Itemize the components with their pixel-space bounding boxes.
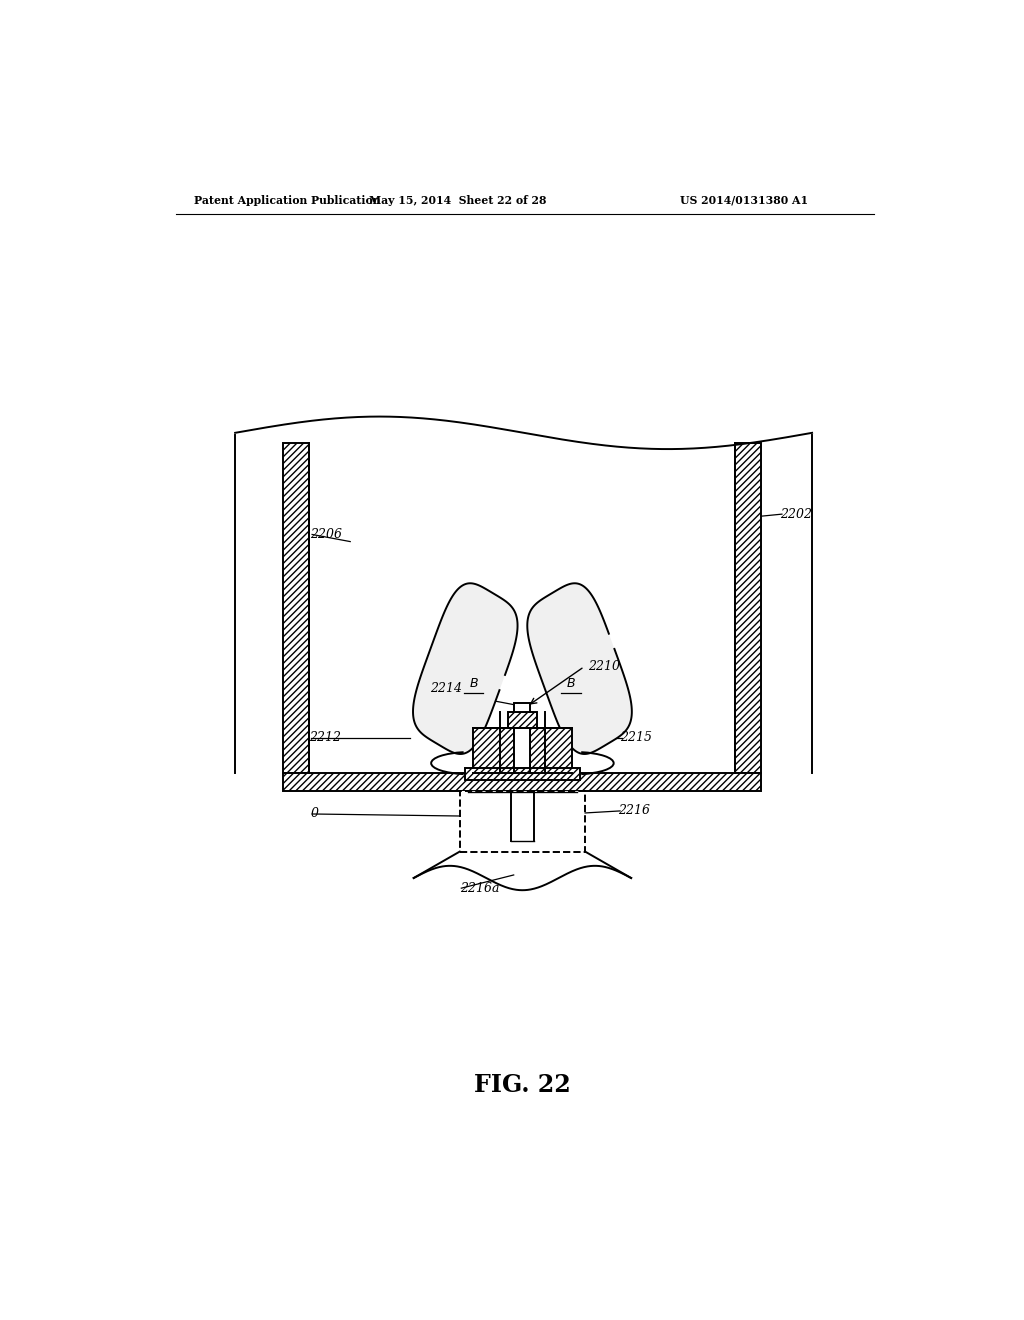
Text: 2216a: 2216a — [460, 882, 500, 895]
Bar — [508, 713, 537, 727]
Text: 2212: 2212 — [309, 731, 341, 744]
Bar — [514, 727, 530, 774]
Text: 2215: 2215 — [620, 731, 652, 744]
Bar — [283, 444, 309, 774]
Bar — [309, 444, 735, 774]
Bar — [465, 768, 580, 780]
Bar — [514, 704, 530, 713]
Bar — [735, 444, 761, 774]
Text: May 15, 2014  Sheet 22 of 28: May 15, 2014 Sheet 22 of 28 — [369, 195, 546, 206]
Bar — [283, 774, 761, 791]
Bar — [473, 727, 514, 774]
Text: $B$: $B$ — [469, 677, 479, 690]
Text: $B$: $B$ — [566, 677, 575, 690]
Text: 2206: 2206 — [310, 528, 342, 541]
Text: 2214: 2214 — [430, 682, 462, 696]
Bar — [460, 791, 585, 851]
Text: Patent Application Publication: Patent Application Publication — [194, 195, 380, 206]
Text: FIG. 22: FIG. 22 — [474, 1073, 570, 1097]
Text: US 2014/0131380 A1: US 2014/0131380 A1 — [680, 195, 808, 206]
Text: 2202: 2202 — [780, 508, 812, 520]
Text: 2216: 2216 — [618, 804, 650, 817]
Text: 0: 0 — [310, 808, 318, 821]
Bar — [530, 727, 571, 774]
Text: 2210: 2210 — [588, 660, 621, 673]
